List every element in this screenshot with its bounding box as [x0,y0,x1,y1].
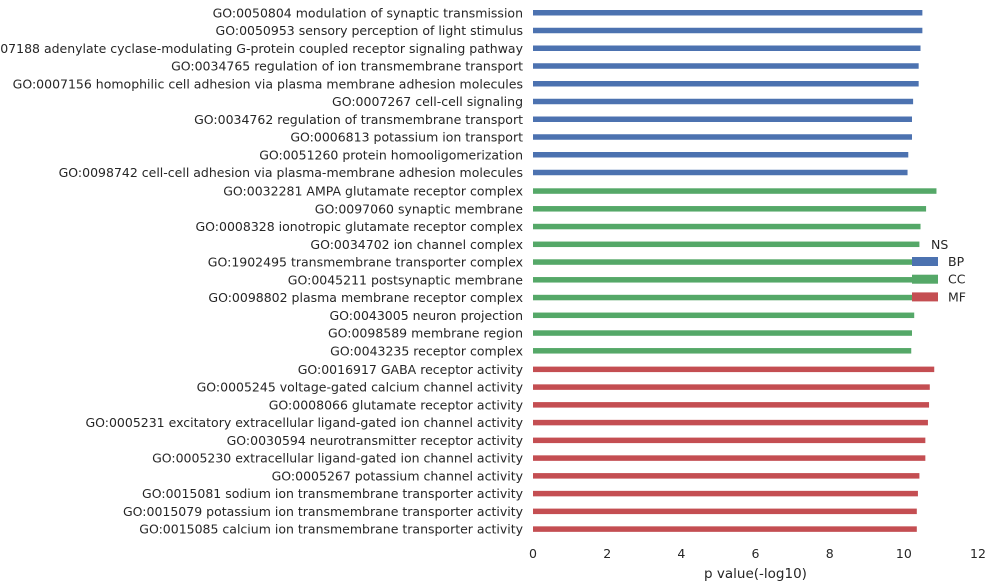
category-label: GO:0006813 potassium ion transport [290,130,523,145]
category-label: GO:0015079 potassium ion transmembrane t… [123,504,524,519]
legend-label-bp: BP [948,254,965,269]
bar-mf [533,490,918,497]
bar-mf [533,402,930,408]
category-label: GO:0097060 synaptic membrane [315,201,524,216]
category-label: GO:0005230 extracellular ligand-gated io… [152,451,524,466]
bar-mf [533,473,920,479]
category-label: GO:0005245 voltage-gated calcium channel… [197,380,524,395]
category-label: GO:0045211 postsynaptic membrane [288,272,524,287]
bar-bp [533,10,923,16]
category-label: GO:0008328 ionotropic glutamate receptor… [196,219,524,234]
bar-mf [533,526,917,532]
bar-bp [533,45,921,51]
category-label: GO:0015085 calcium ion transmembrane tra… [139,522,523,537]
bar-mf [533,384,930,390]
category-label: GO:0043005 neuron projection [329,308,523,323]
legend-swatch-bp [912,257,938,266]
bars-layer [533,10,937,532]
bar-cc [533,188,937,194]
x-tick-label: 12 [970,546,986,561]
bar-bp [533,169,908,176]
legend-label-cc: CC [948,272,966,287]
category-label: GO:0098802 plasma membrane receptor comp… [208,290,523,305]
category-label: GO:0016917 GABA receptor activity [298,362,524,377]
x-tick-label: 10 [896,546,912,561]
category-label: GO:0030594 neurotransmitter receptor act… [227,433,524,448]
bar-mf [533,366,935,373]
bar-cc [533,223,921,230]
bar-cc [533,312,915,319]
category-label: GO:0098742 cell-cell adhesion via plasma… [59,165,523,180]
category-label: GO:0008066 glutamate receptor activity [269,397,524,412]
x-tick-label: 2 [603,546,611,561]
x-tick-label: 4 [677,546,685,561]
legend-label-mf: MF [948,289,966,304]
bar-cc [533,206,927,212]
category-label: GO:0032281 AMPA glutamate receptor compl… [223,184,523,199]
x-axis-ticks: 0 2 4 6 8 10 12 [529,546,986,561]
legend-swatch-mf [912,292,938,302]
category-label: GO:0051260 protein homooligomerization [259,147,523,162]
category-label: GO:0050804 modulation of synaptic transm… [213,5,523,20]
bar-bp [533,63,919,69]
category-label: GO:0098589 membrane region [328,326,523,341]
bar-mf [533,455,926,461]
bar-bp [533,81,919,87]
category-label: GO:0007188 adenylate cyclase-modulating … [0,41,524,56]
category-label: GO:0034702 ion channel complex [310,237,523,252]
x-tick-label: 6 [752,546,760,561]
bar-cc [533,277,917,283]
category-labels: GO:0050804 modulation of synaptic transm… [0,5,524,536]
bar-bp [533,116,912,122]
bar-cc [533,294,917,301]
legend: NS BP CC MF [912,237,966,304]
bar-cc [533,241,920,248]
bar-mf [533,419,928,426]
bar-bp [533,27,923,34]
category-label: GO:1902495 transmembrane transporter com… [208,255,523,270]
x-tick-label: 8 [826,546,834,561]
category-label: GO:0005267 potassium channel activity [272,468,524,483]
category-label: GO:0043235 receptor complex [330,343,523,358]
category-label: GO:0034762 regulation of transmembrane t… [194,112,523,127]
bar-mf [533,508,917,515]
category-label: GO:0034765 regulation of ion transmembra… [171,59,523,74]
bar-mf [533,437,926,444]
bar-bp [533,152,909,158]
legend-swatch-cc [912,274,938,284]
x-tick-label: 0 [529,546,537,561]
x-axis-title: p value(-log10) [704,566,807,582]
category-label: GO:0007156 homophilic cell adhesion via … [13,76,523,91]
bar-cc [533,330,912,336]
category-label: GO:0007267 cell-cell signaling [332,94,523,109]
bar-cc [533,348,912,354]
bar-bp [533,98,914,105]
legend-title: NS [931,237,948,252]
category-label: GO:0005231 excitatory extracellular liga… [85,415,523,430]
bar-cc [533,259,919,265]
category-label: GO:0050953 sensory perception of light s… [216,23,523,38]
bar-bp [533,134,912,140]
category-label: GO:0015081 sodium ion transmembrane tran… [142,486,524,501]
